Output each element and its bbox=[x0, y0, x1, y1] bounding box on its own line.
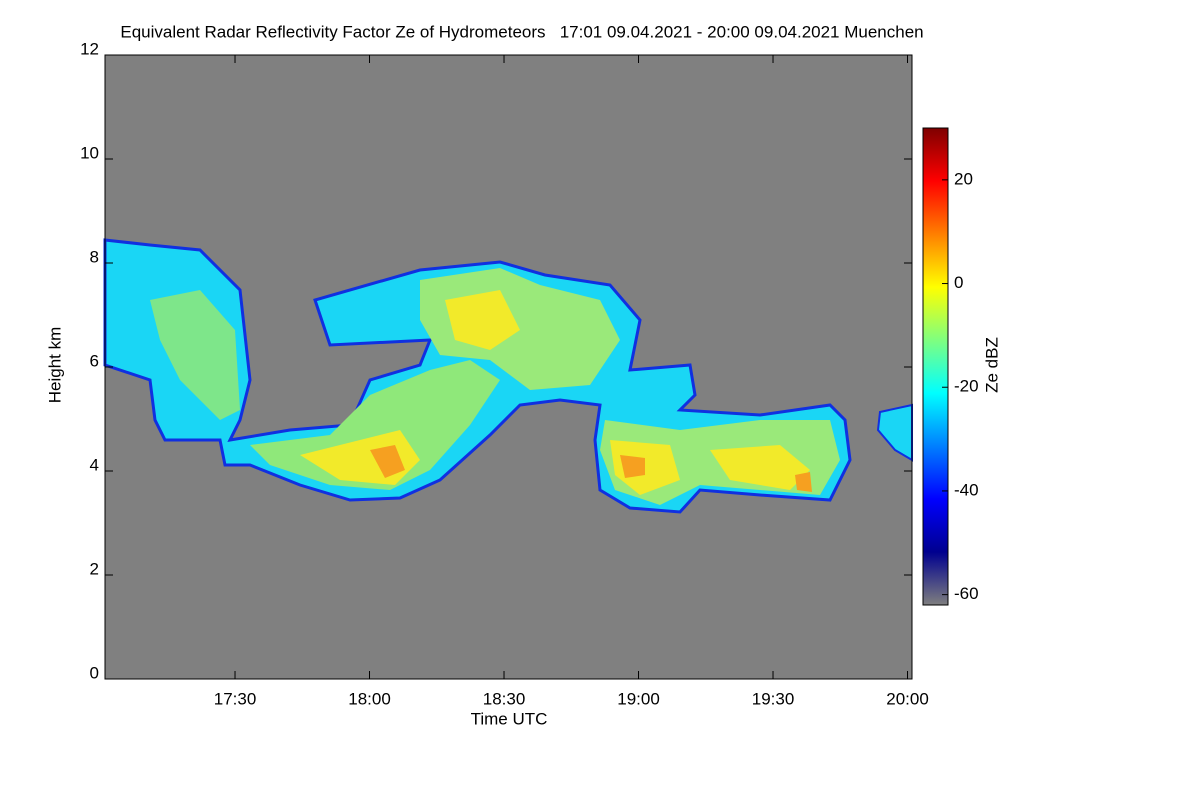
y-tick-label: 4 bbox=[90, 455, 99, 474]
colorbar-label: Ze dBZ bbox=[982, 337, 1001, 393]
colorbar-tick-label: -20 bbox=[954, 377, 979, 396]
x-tick-label: 18:30 bbox=[483, 689, 526, 708]
y-tick-label: 12 bbox=[80, 39, 99, 58]
echo-high bbox=[710, 445, 810, 490]
x-tick-label: 19:00 bbox=[617, 689, 660, 708]
colorbar-tick-label: -40 bbox=[954, 480, 979, 499]
y-tick-label: 8 bbox=[90, 247, 99, 266]
echo-high bbox=[445, 290, 520, 350]
echo-mid bbox=[150, 290, 240, 420]
colorbar-tick-label: -60 bbox=[954, 584, 979, 603]
echo-core bbox=[370, 445, 405, 478]
x-tick-label: 19:30 bbox=[752, 689, 795, 708]
y-tick-label: 6 bbox=[90, 351, 99, 370]
y-tick-label: 10 bbox=[80, 143, 99, 162]
colorbar bbox=[922, 127, 949, 606]
y-tick-label: 2 bbox=[90, 559, 99, 578]
x-tick-label: 20:00 bbox=[886, 689, 929, 708]
echo-field bbox=[103, 238, 913, 514]
echo-core bbox=[620, 455, 645, 478]
x-tick-label: 17:30 bbox=[214, 689, 257, 708]
y-tick-label: 0 bbox=[90, 663, 99, 682]
chart-title: Equivalent Radar Reflectivity Factor Ze … bbox=[120, 22, 923, 41]
colorbar-tick-label: 0 bbox=[954, 273, 963, 292]
echo-outer bbox=[876, 403, 913, 462]
y-axis-label: Height km bbox=[45, 327, 64, 404]
x-axis-label: Time UTC bbox=[471, 709, 548, 728]
echo-core bbox=[795, 472, 812, 492]
x-tick-label: 18:00 bbox=[348, 689, 391, 708]
colorbar-tick-label: 20 bbox=[954, 169, 973, 188]
